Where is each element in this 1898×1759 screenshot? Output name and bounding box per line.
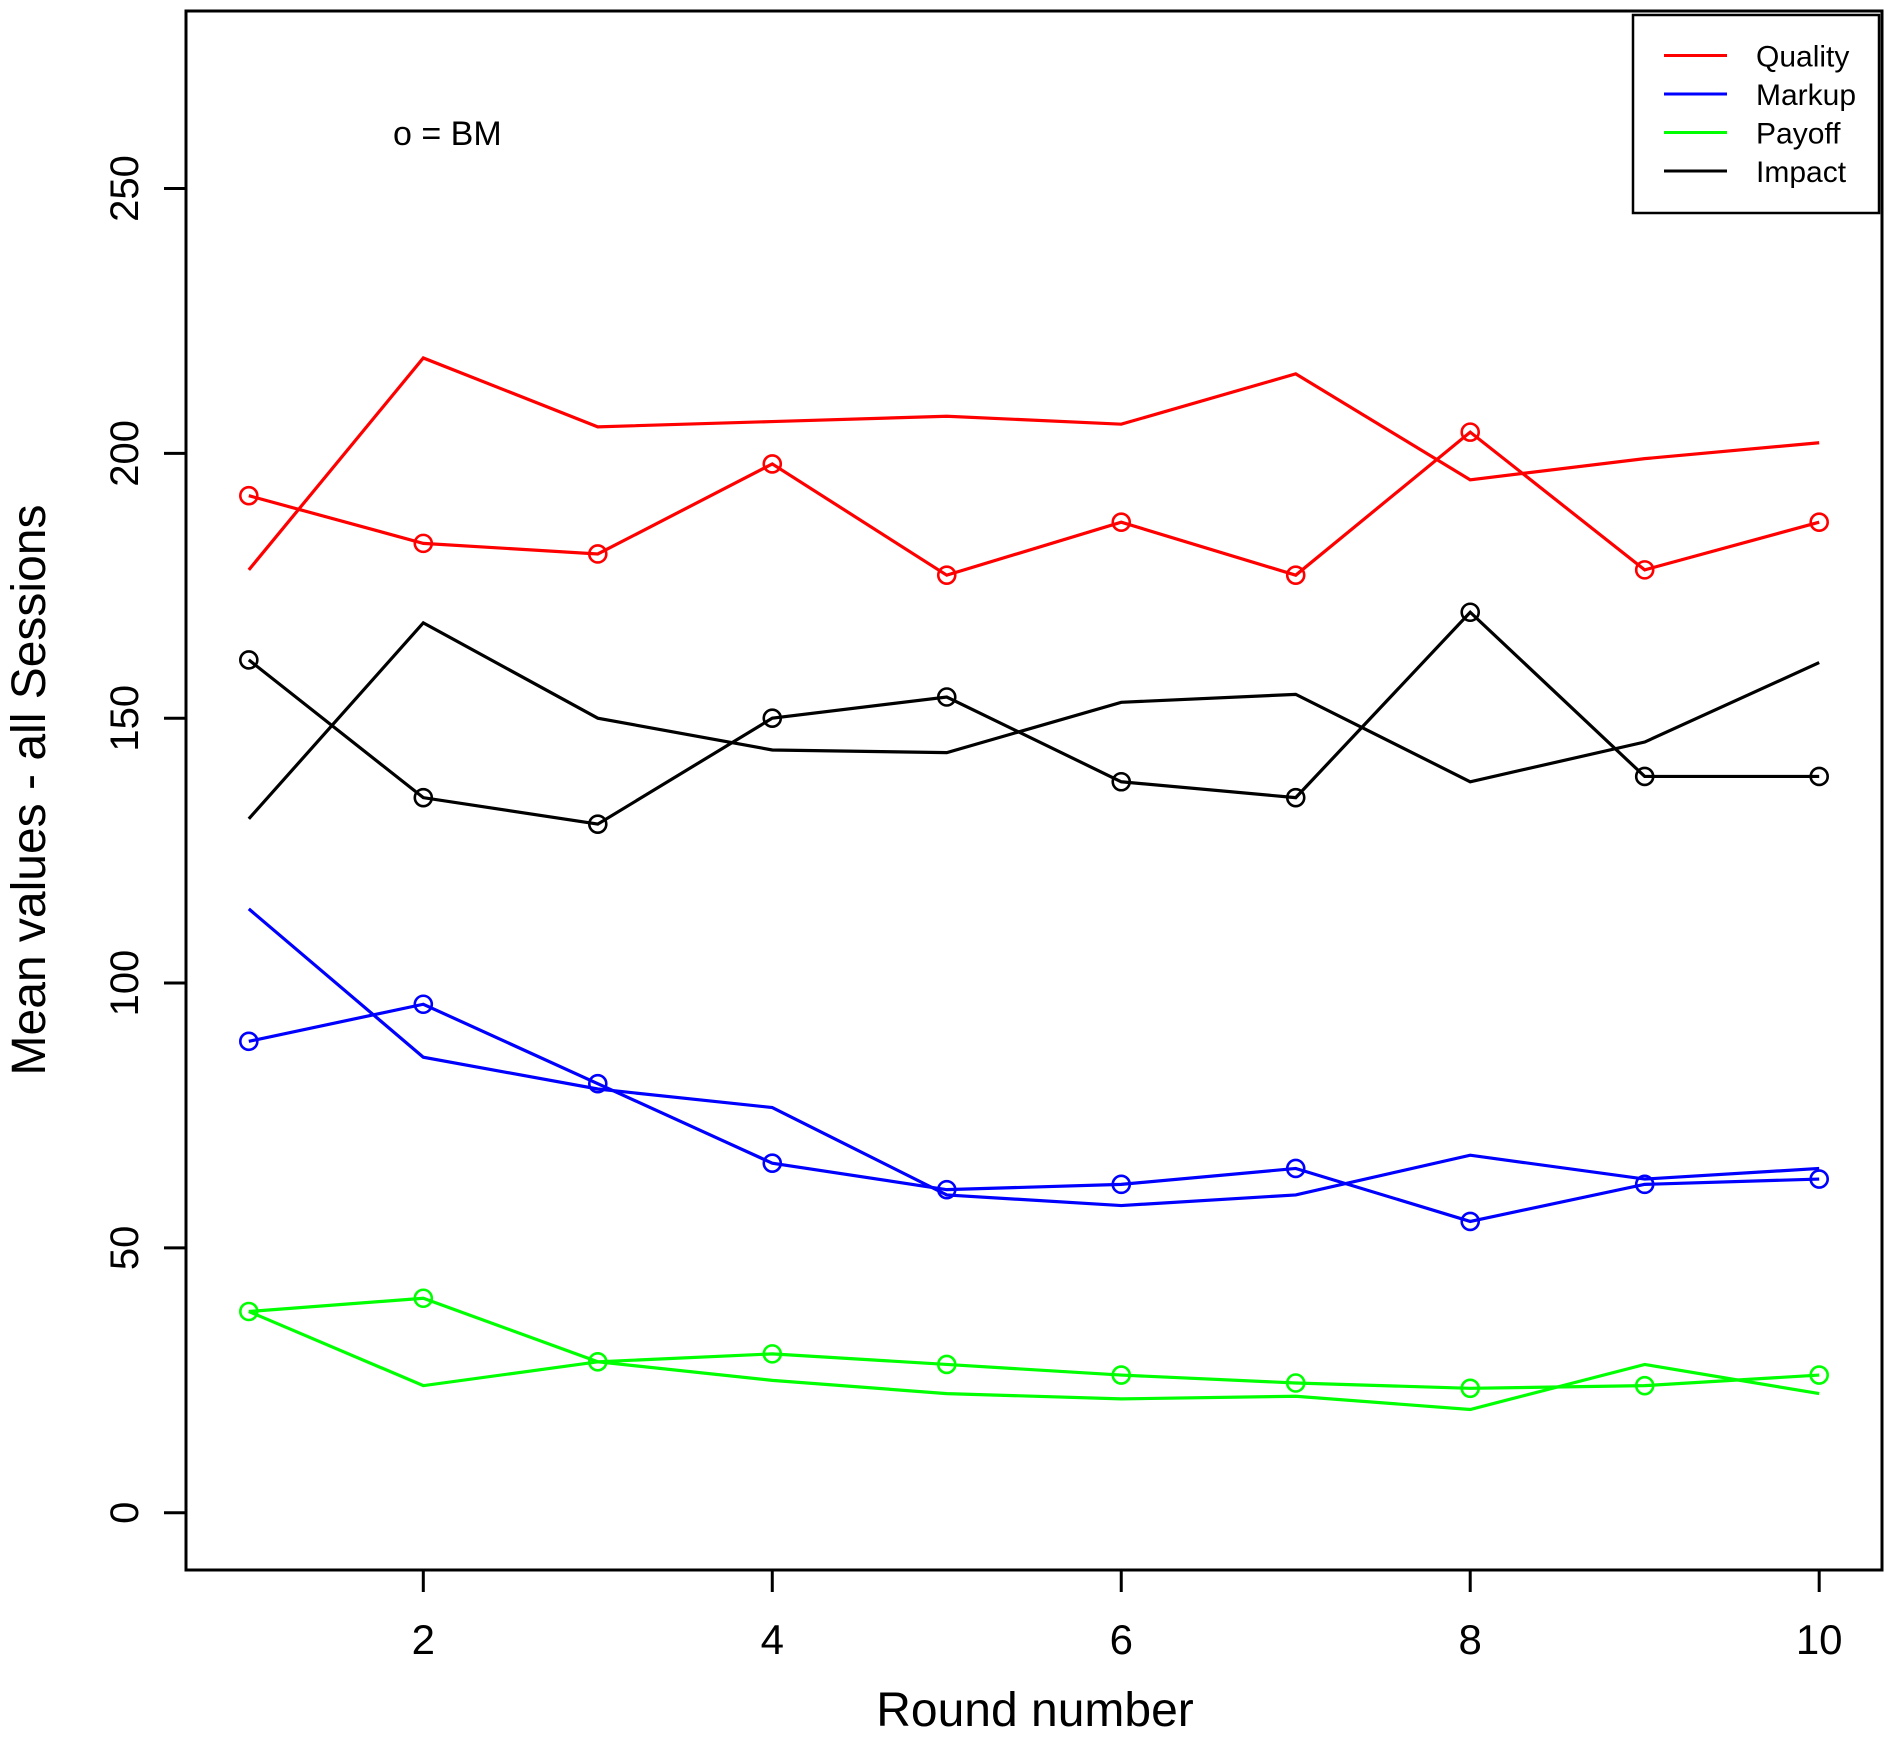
series-impact: [239, 602, 1829, 834]
bm-marker: [1285, 1158, 1306, 1179]
bm-marker: [1285, 1373, 1306, 1393]
line-bm: [247, 609, 1820, 826]
bm-marker: [1809, 512, 1829, 532]
bm-annotation: o = BM: [393, 115, 502, 153]
bm-marker: [1809, 1365, 1829, 1385]
bm-marker: [1285, 565, 1306, 585]
bm-marker: [413, 1288, 434, 1309]
series-payoff: [239, 1288, 1829, 1412]
bm-marker: [1460, 422, 1481, 442]
bm-marker: [587, 1073, 608, 1094]
bm-marker: [1460, 1378, 1481, 1399]
bm-marker: [1460, 602, 1481, 623]
bm-marker: [936, 565, 957, 585]
bm-marker: [239, 650, 259, 670]
line-bm: [248, 430, 1820, 577]
bm-marker: [413, 787, 434, 808]
bm-marker: [936, 1354, 957, 1375]
bm-marker: [1111, 1174, 1132, 1195]
x-axis-tick-label: 8: [1459, 1616, 1482, 1663]
series-markup: [239, 907, 1829, 1232]
bm-marker: [239, 1031, 259, 1052]
bm-marker: [1111, 1365, 1132, 1385]
bm-marker: [1809, 766, 1829, 787]
bm-marker: [762, 1153, 783, 1173]
bm-marker: [1634, 1375, 1655, 1396]
bm-marker: [1285, 787, 1306, 808]
y-axis-tick-label: 200: [103, 420, 147, 487]
bm-marker: [239, 1301, 259, 1322]
bm-marker: [1634, 560, 1655, 580]
bm-marker: [762, 708, 783, 728]
y-axis-tick-label: 100: [103, 950, 147, 1017]
bm-marker: [587, 544, 608, 564]
line-bm: [248, 1002, 1820, 1224]
legend-label-markup: Markup: [1756, 79, 1856, 112]
bm-marker: [1111, 771, 1132, 792]
bm-marker: [413, 994, 434, 1015]
bm-marker: [762, 1344, 783, 1364]
bm-marker: [1460, 1211, 1481, 1232]
bm-marker: [1634, 766, 1655, 787]
bm-marker: [413, 533, 434, 554]
bm-marker: [762, 454, 783, 474]
bm-marker: [1634, 1174, 1655, 1195]
x-axis-tick-label: 10: [1796, 1616, 1843, 1663]
legend-label-payoff: Payoff: [1756, 118, 1841, 151]
plot-box: [184, 9, 1884, 1572]
y-axis-title: Mean values - all Sessions: [3, 505, 56, 1076]
bm-marker: [936, 687, 957, 707]
line-bm: [248, 1296, 1820, 1390]
bm-marker: [1111, 512, 1132, 532]
legend-label-quality: Quality: [1756, 41, 1849, 74]
bm-marker: [936, 1179, 957, 1200]
legend: Quality Markup Payoff Impact: [1631, 13, 1881, 215]
line-other: [247, 620, 1820, 820]
y-axis-tick-label: 50: [103, 1226, 147, 1271]
x-axis-tick-label: 2: [412, 1616, 435, 1663]
legend-box: [1631, 13, 1881, 215]
bm-marker: [239, 485, 259, 506]
bm-marker: [1809, 1169, 1829, 1189]
x-axis-tick-label: 4: [761, 1616, 784, 1663]
y-axis-tick-label: 0: [103, 1502, 147, 1524]
y-axis-tick-label: 150: [103, 685, 147, 752]
bm-marker: [587, 814, 608, 834]
series-quality: [239, 356, 1829, 585]
bm-marker: [587, 1352, 608, 1372]
line-other: [248, 1310, 1820, 1412]
legend-label-impact: Impact: [1756, 156, 1847, 189]
x-axis-tick-label: 6: [1110, 1616, 1133, 1663]
line-other: [247, 907, 1820, 1208]
y-axis-tick-label: 250: [103, 155, 147, 222]
x-axis-title: Round number: [876, 1684, 1194, 1737]
line-other: [247, 356, 1820, 571]
